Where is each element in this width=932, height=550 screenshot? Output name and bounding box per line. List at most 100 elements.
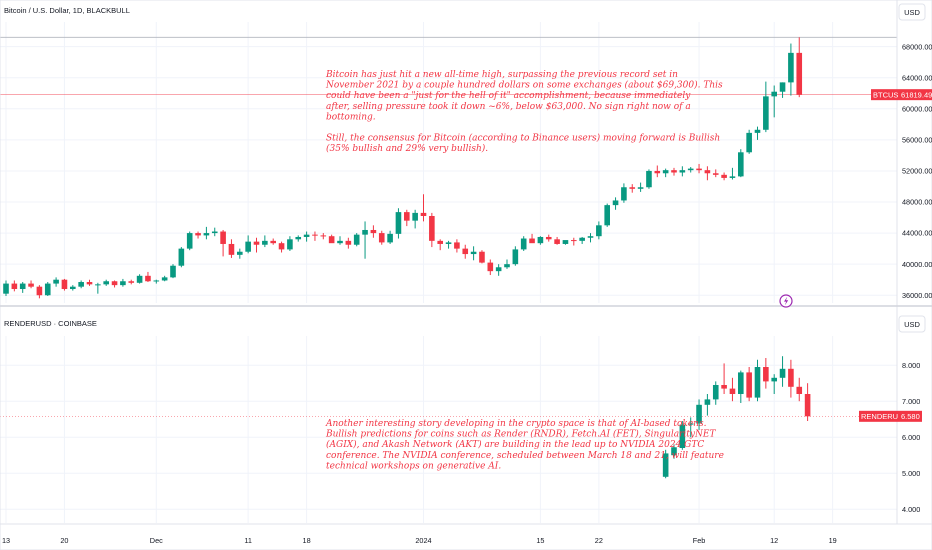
candle-body (788, 52, 794, 83)
candle-body (754, 367, 761, 398)
candle (395, 208, 402, 239)
candle-body (738, 372, 744, 394)
candle-body (804, 394, 811, 417)
candle-body (378, 233, 385, 243)
candle-body (445, 242, 452, 244)
render-annotation[interactable]: Another interesting story developing in … (325, 419, 724, 471)
x-tick-label: Dec (150, 536, 163, 545)
candle-body (278, 243, 285, 250)
candle-body (721, 385, 727, 389)
candle-body (763, 367, 769, 382)
btc-annotation[interactable]: Bitcoin has just hit a new all-time high… (325, 70, 723, 154)
candle-body (771, 91, 777, 97)
candle-body (512, 249, 519, 265)
candle-body (612, 200, 619, 206)
candle (370, 225, 377, 238)
render-symbol-label: RENDERUSD (861, 412, 909, 421)
candle (721, 172, 727, 181)
btc-currency-button[interactable]: USD (898, 3, 926, 21)
candle-body (479, 251, 485, 263)
candle-body (362, 229, 368, 235)
candle (545, 234, 552, 242)
y-tick-label: 36000.00 (902, 291, 932, 300)
candle-body (61, 279, 68, 290)
candle (721, 363, 727, 394)
candle (771, 374, 777, 394)
candle (28, 280, 34, 289)
candle (629, 184, 636, 193)
candle (729, 377, 736, 402)
candle (596, 221, 602, 240)
candle (19, 282, 26, 293)
candle (729, 167, 736, 180)
y-tick-label: 48000.00 (902, 198, 932, 207)
x-tick-label: 19 (829, 536, 837, 545)
candle (712, 381, 719, 405)
candle (495, 264, 502, 276)
annotation-line: Another interesting story developing in … (325, 419, 707, 429)
candle-body (679, 424, 686, 448)
y-tick-label: 5.000 (902, 469, 920, 478)
x-tick-label: 13 (2, 536, 10, 545)
render-price-scale[interactable]: 8.000 7.000 6.000 5.000 4.000 (902, 361, 920, 514)
candle-body (19, 283, 26, 290)
btc-candles (3, 37, 803, 299)
candle-body (704, 170, 711, 174)
candle (796, 37, 803, 98)
candle-body (3, 283, 9, 294)
candle (754, 126, 761, 140)
candle (178, 247, 185, 268)
candle-body (404, 212, 410, 221)
candle (61, 278, 68, 291)
btc-price-scale[interactable]: 68000.00 64000.00 60000.00 56000.00 52000.00… (902, 42, 932, 300)
candle-body (78, 282, 84, 287)
candle-body (178, 248, 185, 266)
candle (345, 237, 352, 249)
btc-pane-title: Bitcoin / U.S. Dollar, 1D, BLACKBULL (4, 6, 130, 15)
candle-body (320, 235, 327, 237)
candle (203, 226, 210, 240)
candle-body (738, 152, 744, 177)
candle-body (437, 240, 443, 244)
candle (687, 167, 694, 173)
time-scale[interactable]: 1320Dec111820241522Feb1219Mar1118 (2, 536, 932, 545)
candle-body (429, 215, 435, 241)
candle (487, 259, 494, 276)
candle (36, 285, 43, 299)
candle-body (679, 170, 686, 173)
lightning-icon[interactable] (779, 294, 793, 308)
annotation-line: (35% bullish and 29% very bullish). (326, 143, 488, 154)
candle (738, 149, 744, 178)
candle-body (470, 251, 477, 255)
candle (687, 417, 694, 438)
candle-body (220, 231, 226, 244)
candle-body (312, 234, 318, 236)
candle-body (712, 173, 719, 175)
candle-body (779, 368, 786, 378)
candle-body (111, 281, 118, 286)
candle (671, 167, 677, 176)
candle (295, 235, 302, 242)
annotation-line: bottoming. (326, 112, 376, 122)
grid (0, 22, 897, 523)
candle (712, 169, 719, 178)
render-pane-title: RENDERUSD · COINBASE (4, 319, 97, 328)
render-currency-button[interactable]: USD (898, 315, 926, 333)
candle (237, 248, 243, 259)
candle-body (771, 377, 777, 382)
candle (262, 235, 268, 248)
annotation-line: could have been a "just for the hell of … (326, 91, 691, 101)
candle (328, 234, 335, 244)
candle-body (587, 236, 594, 238)
candle (604, 203, 610, 227)
candle-body (545, 236, 552, 240)
candle (662, 168, 669, 178)
candle (161, 275, 168, 282)
annotation-line: after, selling pressure took it down ~6%… (326, 102, 691, 112)
candle-body (796, 52, 803, 95)
candle-body (395, 212, 402, 234)
x-tick-label: 18 (303, 536, 311, 545)
candle (529, 233, 535, 244)
candle (136, 274, 143, 284)
